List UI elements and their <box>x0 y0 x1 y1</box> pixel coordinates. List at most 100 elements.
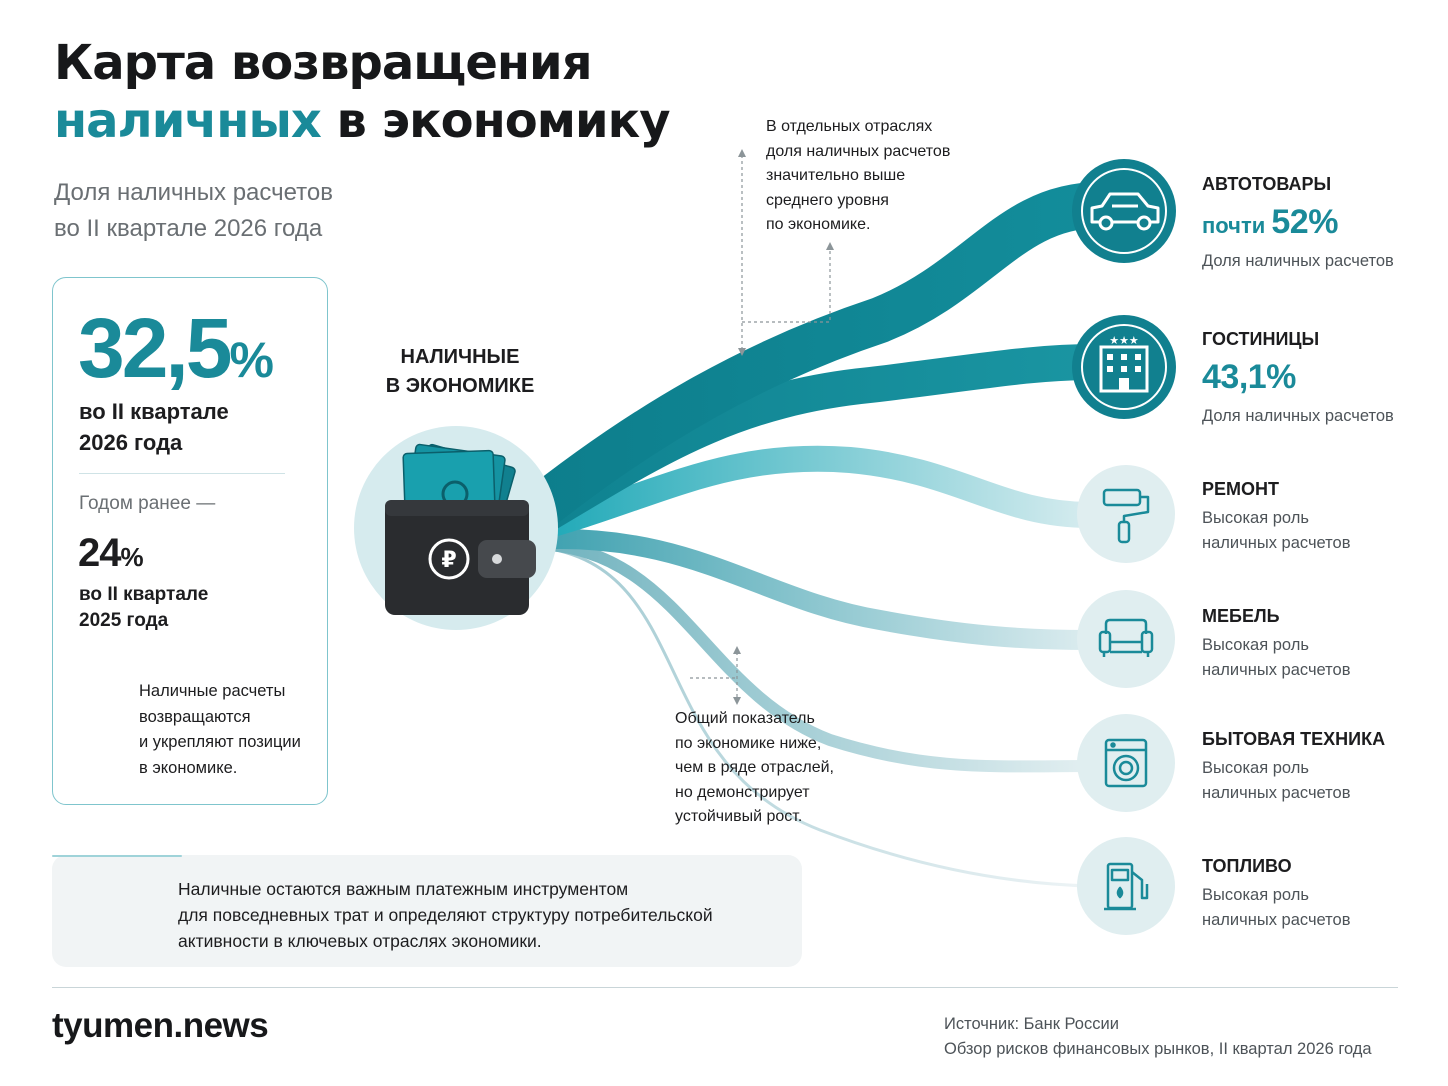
subtitle-line-1: Доля наличных расчетов <box>54 179 333 206</box>
flow-fuel <box>529 544 1091 888</box>
category-desc: Высокая роль <box>1202 636 1309 654</box>
flow-appliances <box>529 538 1091 773</box>
title-line-2-rest: в экономику <box>320 93 671 149</box>
arrow-up-icon <box>738 149 746 157</box>
furniture-circle <box>1077 590 1175 688</box>
current-period-line-2: 2026 года <box>79 430 183 455</box>
stats-card <box>52 277 328 805</box>
trend-text-line: в экономике. <box>139 758 238 777</box>
previous-share-number: 24 <box>78 531 121 575</box>
current-share-number: 32,5 <box>78 301 232 395</box>
fuel-circle <box>1077 837 1175 935</box>
current-period: во II квартале 2026 года <box>79 396 229 458</box>
arrow-up-icon <box>733 646 741 654</box>
previous-share-value: 24% <box>78 530 144 580</box>
callout-bottom-connector <box>690 652 738 700</box>
hotel-icon: ★★★ <box>1099 334 1149 393</box>
category-desc: наличных расчетов <box>1202 534 1351 552</box>
category-desc: Высокая роль <box>1202 886 1309 904</box>
callout-bottom-line: по экономике ниже, <box>675 734 822 752</box>
arrow-down-icon <box>733 697 741 705</box>
category-desc: Доля наличных расчетов <box>1202 407 1394 425</box>
wallet-label-line-2: В ЭКОНОМИКЕ <box>385 375 535 397</box>
title-line-1: Карта возвращения <box>54 35 593 91</box>
site-logo: tyumen.news <box>52 1006 269 1045</box>
callout-bottom-line: чем в ряде отраслей, <box>675 759 834 776</box>
summary-note <box>52 855 802 967</box>
previous-period-line-2: 2025 года <box>79 610 169 631</box>
car-icon <box>1090 192 1160 231</box>
repair-circle <box>1077 465 1175 563</box>
previous-share-unit: % <box>120 542 144 572</box>
sofa-icon <box>1098 618 1154 657</box>
category-name: РЕМОНТ <box>1202 479 1280 499</box>
title-line-2: наличных в экономику <box>54 92 671 150</box>
current-share-value: 32,5% <box>78 300 274 408</box>
category-desc: Высокая роль <box>1202 509 1309 527</box>
callout-top-line: доля наличных расчетов <box>766 142 951 160</box>
trend-text-line: Наличные расчеты <box>139 682 286 700</box>
category-value-number: 52% <box>1271 203 1338 241</box>
category-desc: наличных расчетов <box>1202 911 1351 929</box>
category-desc: наличных расчетов <box>1202 661 1351 679</box>
trend-text-line: и укрепляют позиции <box>139 733 301 751</box>
callout-top-connector <box>741 155 831 352</box>
previous-year-label: Годом ранее — <box>79 493 216 514</box>
paint-roller-icon <box>1102 488 1150 544</box>
category-name: ГОСТИНИЦЫ <box>1202 329 1320 349</box>
flow-furniture <box>529 529 1091 650</box>
summary-note-text: Наличные остаются важным платежным инстр… <box>178 876 713 954</box>
category-desc: Доля наличных расчетов <box>1202 252 1394 270</box>
category-appliances: БЫТОВАЯ ТЕХНИКА Высокая роль наличных ра… <box>1202 729 1385 806</box>
summary-note-line: Наличные остаются важным платежным инстр… <box>178 879 629 899</box>
callout-top-line: значительно выше <box>766 167 906 184</box>
category-desc: Высокая роль <box>1202 759 1309 777</box>
category-value: 43,1% <box>1202 356 1394 402</box>
summary-note-accent <box>52 855 182 857</box>
category-value: почти 52% <box>1202 201 1394 247</box>
category-furniture: МЕБЕЛЬ Высокая роль наличных расчетов <box>1202 606 1351 683</box>
arrow-down-icon <box>738 348 746 356</box>
arrow-up-icon <box>826 242 834 250</box>
category-name: МЕБЕЛЬ <box>1202 606 1280 626</box>
callout-top-line: по экономике. <box>766 216 871 233</box>
trend-text: Наличные расчеты возвращаются и укрепляю… <box>139 679 301 781</box>
category-repair: РЕМОНТ Высокая роль наличных расчетов <box>1202 479 1351 556</box>
category-auto: АВТОТОВАРЫ почти 52% Доля наличных расче… <box>1202 174 1394 274</box>
svg-text:₽: ₽ <box>441 548 456 573</box>
category-name: ТОПЛИВО <box>1202 856 1292 876</box>
callout-bottom-line: но демонстрирует <box>675 783 810 801</box>
trend-text-line: возвращаются <box>139 707 251 726</box>
category-name: АВТОТОВАРЫ <box>1202 174 1332 194</box>
previous-period: во II квартале 2025 года <box>79 582 208 634</box>
wallet-icon: ₽ <box>385 500 536 615</box>
fuel-pump-icon <box>1104 862 1149 911</box>
category-fuel: ТОПЛИВО Высокая роль наличных расчетов <box>1202 856 1351 933</box>
source-line-1: Источник: Банк России <box>944 1015 1119 1033</box>
wallet-label-line-1: НАЛИЧНЫЕ <box>400 346 520 368</box>
subtitle-line-2: во II квартале 2026 года <box>54 215 323 242</box>
callout-bottom-line: Общий показатель <box>675 710 815 727</box>
current-share-unit: % <box>229 332 274 388</box>
category-desc: наличных расчетов <box>1202 784 1351 802</box>
callout-bottom-line: устойчивый рост. <box>675 808 803 825</box>
wallet-label: НАЛИЧНЫЕ В ЭКОНОМИКЕ <box>375 343 545 401</box>
title-accent: наличных <box>54 93 322 149</box>
flow-repair <box>526 445 1091 543</box>
page-title: Карта возвращения наличных в экономику <box>54 34 671 150</box>
auto-circle <box>1072 159 1176 263</box>
current-period-line-1: во II квартале <box>79 399 229 424</box>
page-subtitle: Доля наличных расчетов во II квартале 20… <box>54 175 333 247</box>
category-value-prefix: почти <box>1202 213 1272 238</box>
callout-top: В отдельных отраслях доля наличных расче… <box>766 115 950 238</box>
category-hotels: ГОСТИНИЦЫ 43,1% Доля наличных расчетов <box>1202 329 1394 429</box>
source-line-2: Обзор рисков финансовых рынков, II кварт… <box>944 1040 1372 1058</box>
category-name: БЫТОВАЯ ТЕХНИКА <box>1202 729 1386 749</box>
callout-bottom: Общий показатель по экономике ниже, чем … <box>675 707 834 830</box>
callout-top-line: среднего уровня <box>766 191 889 209</box>
category-value-number: 43,1% <box>1202 358 1296 396</box>
flow-auto <box>515 182 1101 534</box>
callout-top-line: В отдельных отраслях <box>766 118 933 135</box>
summary-note-line: активности в ключевых отраслях экономики… <box>178 931 542 951</box>
